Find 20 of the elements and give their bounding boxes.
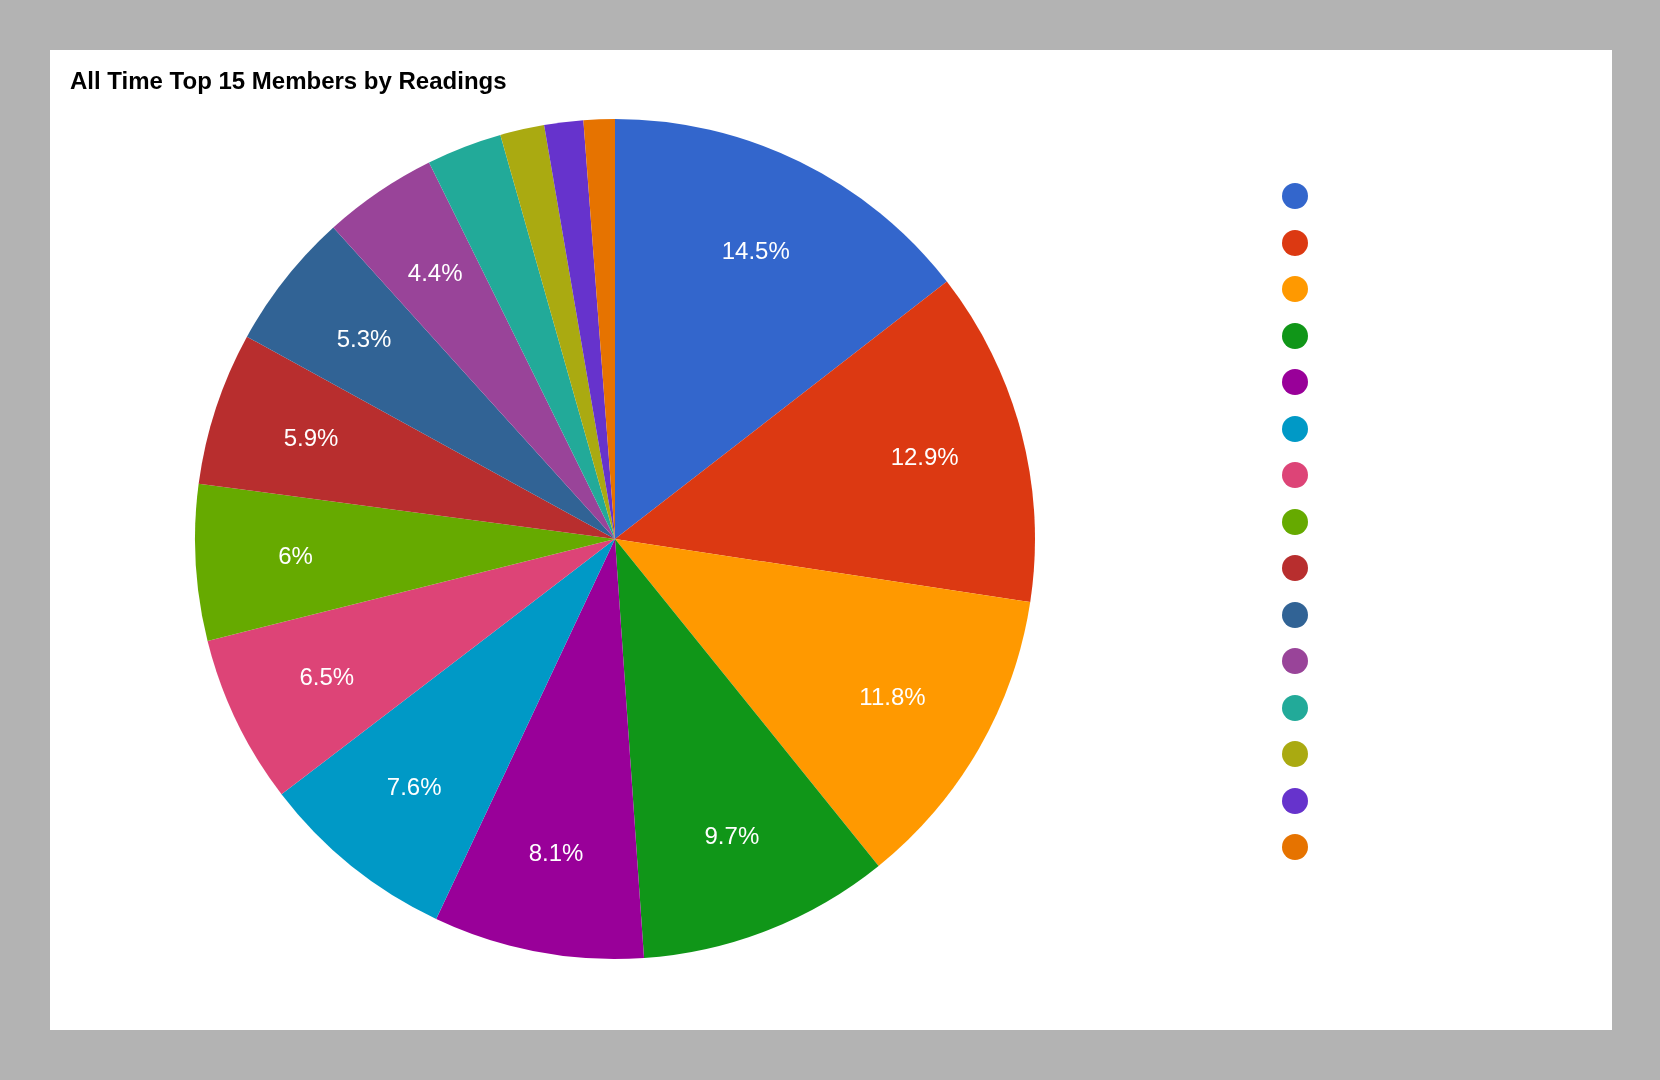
data-label: 8.1% — [528, 838, 584, 866]
data-label: 5.3% — [336, 325, 392, 353]
pie-slice — [615, 539, 1031, 866]
pie-slice — [195, 483, 615, 641]
data-label: 11.8% — [859, 683, 926, 711]
data-label: 9.7% — [704, 821, 760, 849]
data-label: 4.4% — [407, 259, 463, 287]
pie-slice — [500, 125, 615, 539]
pie-slice — [246, 227, 615, 539]
pie-slice — [615, 281, 1035, 603]
data-label: 14.5% — [721, 236, 790, 264]
pie-slice — [281, 539, 615, 920]
data-label: 6% — [278, 542, 313, 570]
data-label: 5.9% — [283, 424, 339, 452]
data-label: 6.5% — [299, 662, 355, 690]
data-label: 12.9% — [890, 443, 959, 471]
pie-slice — [207, 539, 615, 795]
pie-slice — [544, 120, 615, 539]
chart-title: All Time Top 15 Members by Readings — [70, 67, 507, 94]
data-label: 7.6% — [386, 773, 442, 801]
